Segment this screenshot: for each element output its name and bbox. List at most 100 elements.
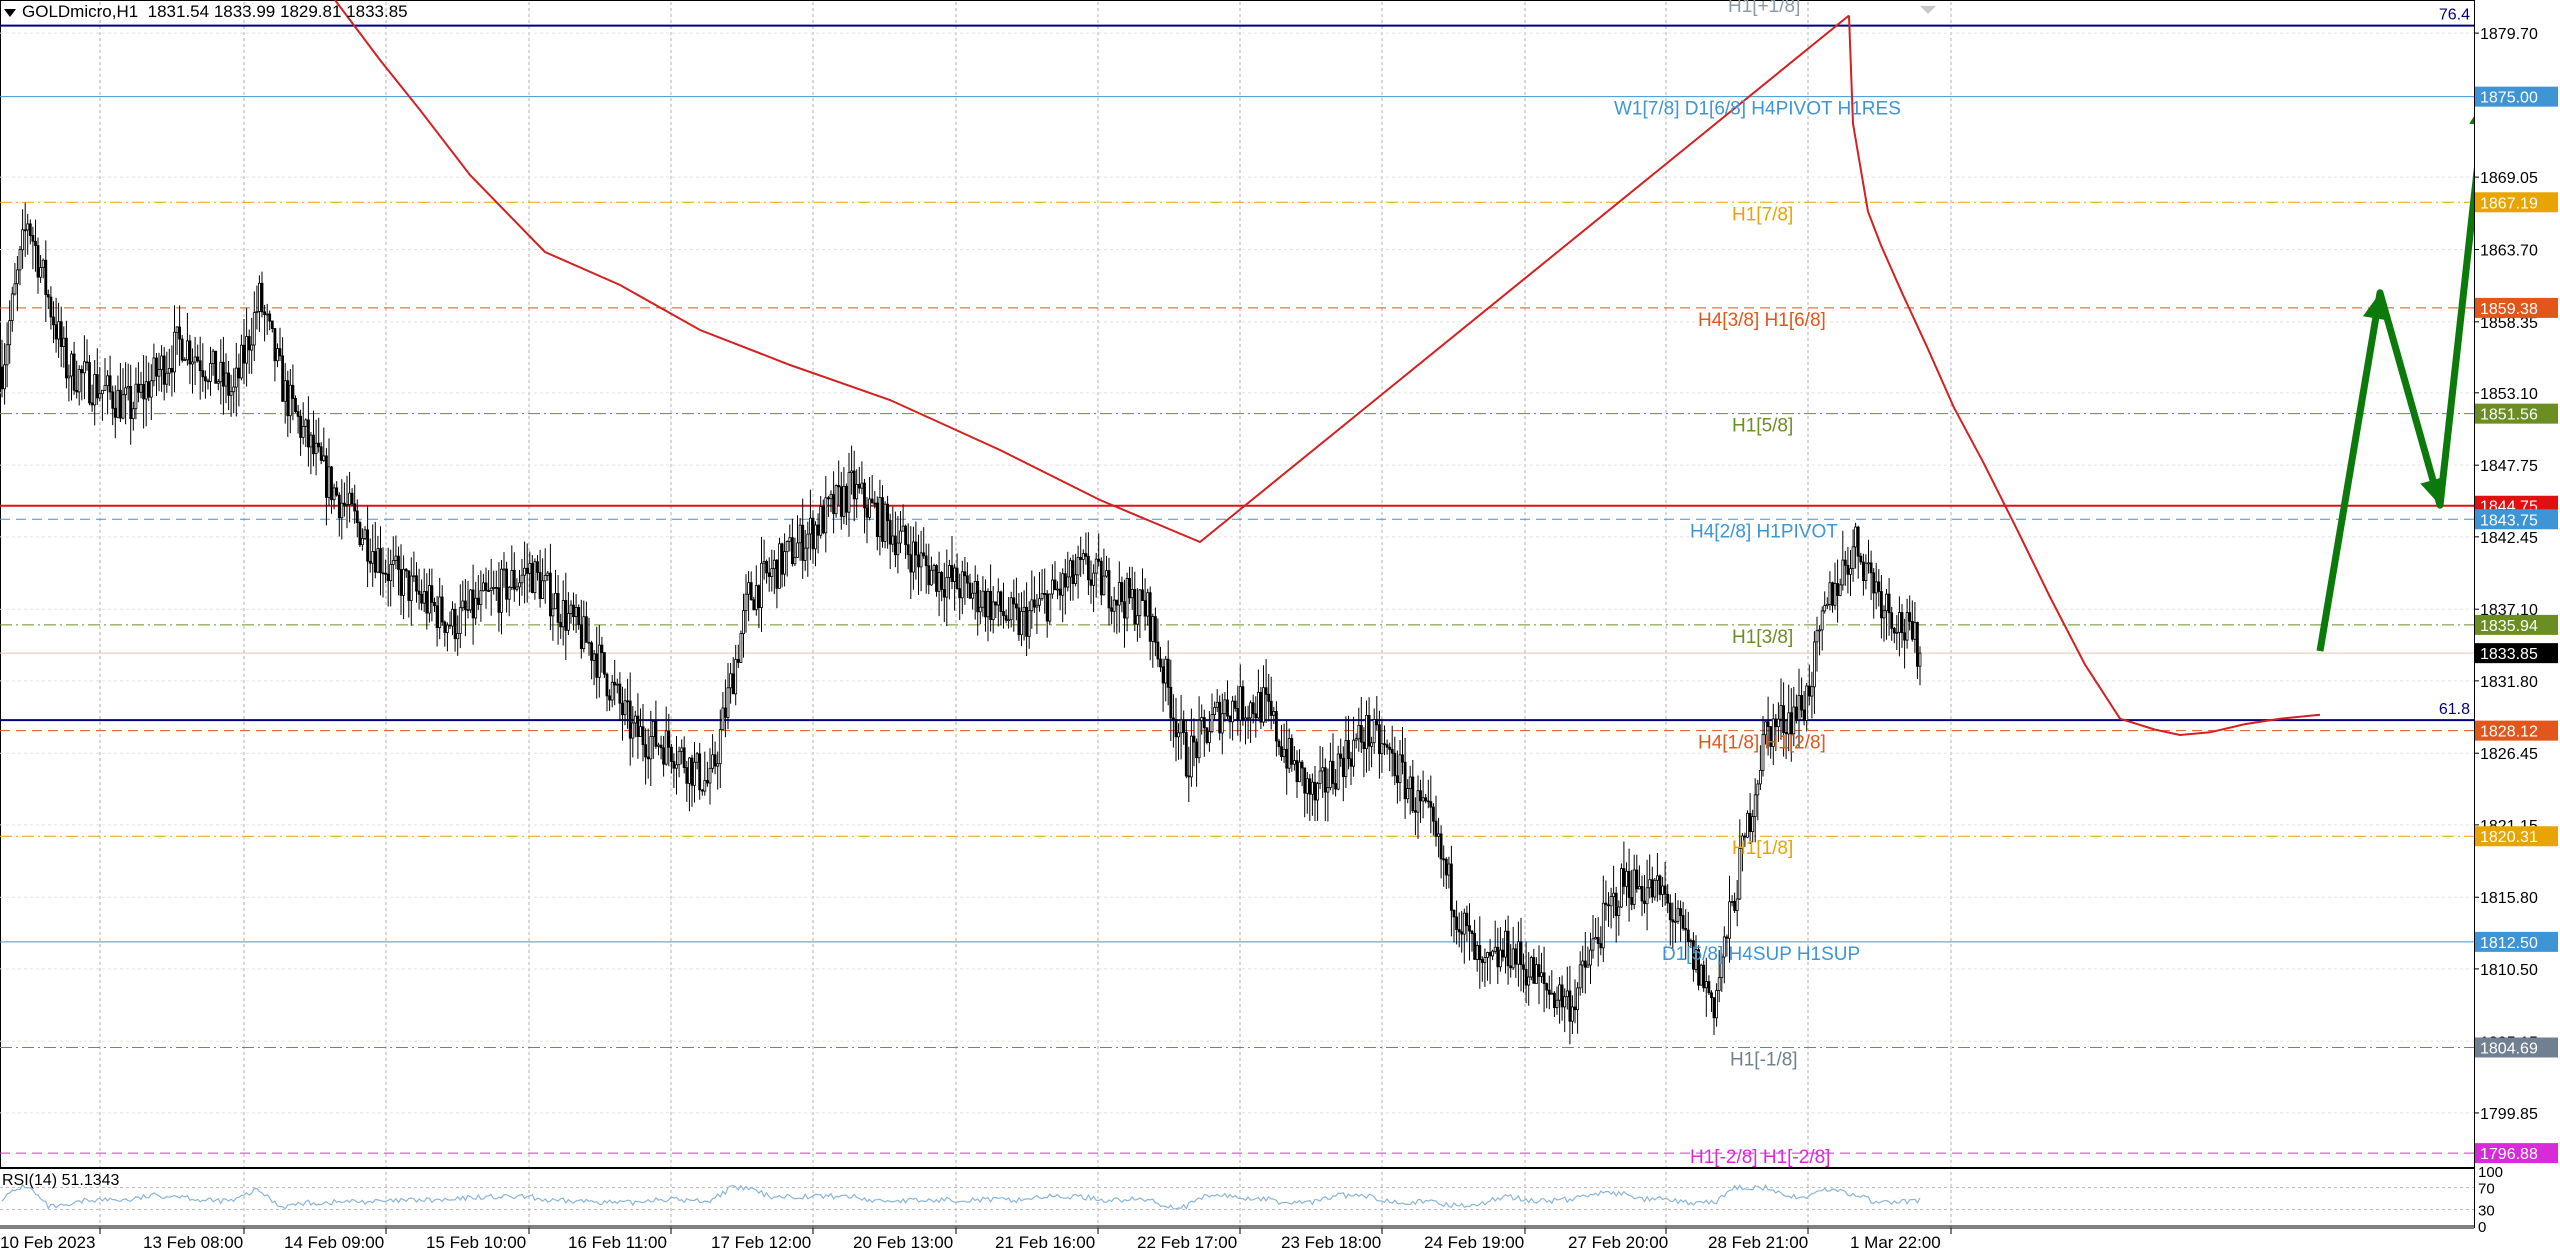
candle-bear [1542,972,1546,984]
candle-bear [136,383,140,393]
candle-bear [886,503,889,521]
candle-bear [1331,760,1335,785]
candle-bear [1295,760,1299,783]
candle-bear [1707,981,1711,994]
candle-bear [1195,741,1198,759]
candle-bear [801,524,805,561]
candle-bull [1051,579,1054,595]
candle-bull [1020,611,1023,636]
candle-bear [1640,886,1644,902]
candle-bull [458,607,462,634]
candle-bull [718,729,722,765]
candle-bear [1002,611,1005,617]
collapse-triangle-icon[interactable] [4,8,16,17]
candle-bull [348,492,352,505]
candle-bull [1344,740,1348,777]
candle-bull [167,367,171,374]
candle-bear [1573,1006,1577,1011]
level-label: H4[3/8] H1[6/8] [1698,310,1826,331]
candle-bear [188,340,192,365]
candle-bull [1372,719,1376,744]
candle-bull [216,381,220,384]
candle-bear [1666,893,1670,904]
candle-bear [90,402,94,406]
candle-bull [597,644,601,678]
candle-bear [579,624,583,650]
candle-bear [1169,686,1173,719]
ohlc-values: 1831.54 1833.99 1829.81 1833.85 [147,2,408,21]
candle-bear [430,585,434,603]
candle-bull [729,673,732,689]
candle-bull [1220,713,1224,734]
candle-bull [1406,788,1410,800]
candle-bear [1267,693,1271,702]
candle-bull [996,591,1000,606]
candle-bull [1759,770,1762,785]
candles [0,202,1922,1045]
candle-bull [1746,812,1749,838]
time-label: 21 Feb 16:00 [995,1233,1095,1252]
candle-bull [847,472,851,513]
candle-bull [744,593,748,612]
candle-bull [1656,875,1659,881]
candle-bear [1192,735,1196,743]
candle-bear [306,419,310,448]
candle-bear [36,245,40,278]
candle-bull [592,653,596,661]
candle-bull [492,587,496,589]
candle-bull [209,363,212,382]
candle-bull [803,547,807,561]
candle-bear [281,355,285,402]
candle-bull [1447,863,1451,876]
candle-bear [350,492,354,505]
candle-bear [1692,940,1695,970]
candle-bull [1486,952,1489,958]
candle-bull [1336,753,1340,790]
candle-bull [1200,717,1204,721]
candle-bear [605,673,609,697]
candle-bull [639,726,642,738]
candle-bull [778,543,781,589]
candle-bear [1679,908,1682,917]
candle-bear [1480,959,1484,963]
candle-bull [991,601,995,621]
candle-bull [322,455,326,461]
candle-bear [80,369,84,374]
candle-bear [463,600,467,611]
price-tag-label: 1851.56 [2480,407,2538,424]
candle-bull [919,552,923,568]
candle-bear [260,282,264,313]
price-tick-label: 1826.45 [2480,746,2538,763]
candle-bear [1383,743,1386,746]
candle-bear [821,506,825,534]
candle-bear [1627,870,1631,898]
candle-bear [549,572,552,617]
plot-frame [0,0,2475,1169]
candle-bull [93,374,97,406]
candle-bear [698,753,702,791]
candle-bear [927,565,931,586]
candle-bull [633,715,637,724]
candle-bull [149,380,153,398]
candle-bear [749,582,753,601]
candle-bull [1380,743,1384,755]
candle-bear [1236,708,1240,721]
candle-bull [265,313,269,316]
candle-bull [173,331,176,373]
candle-bull [878,497,882,538]
candle-bull [541,580,544,599]
candle-bear [654,721,658,747]
candle-bear [1671,919,1675,923]
candle-bear [857,483,861,489]
candle-bull [1094,558,1098,574]
candle-bull [21,229,25,251]
candle-bull [937,572,941,592]
candle-bear [1396,775,1399,783]
candle-bull [1751,816,1755,832]
candle-bear [1470,930,1474,934]
candle-bull [1305,778,1309,794]
candle-bull [1625,870,1628,887]
candle-bull [1138,589,1142,617]
